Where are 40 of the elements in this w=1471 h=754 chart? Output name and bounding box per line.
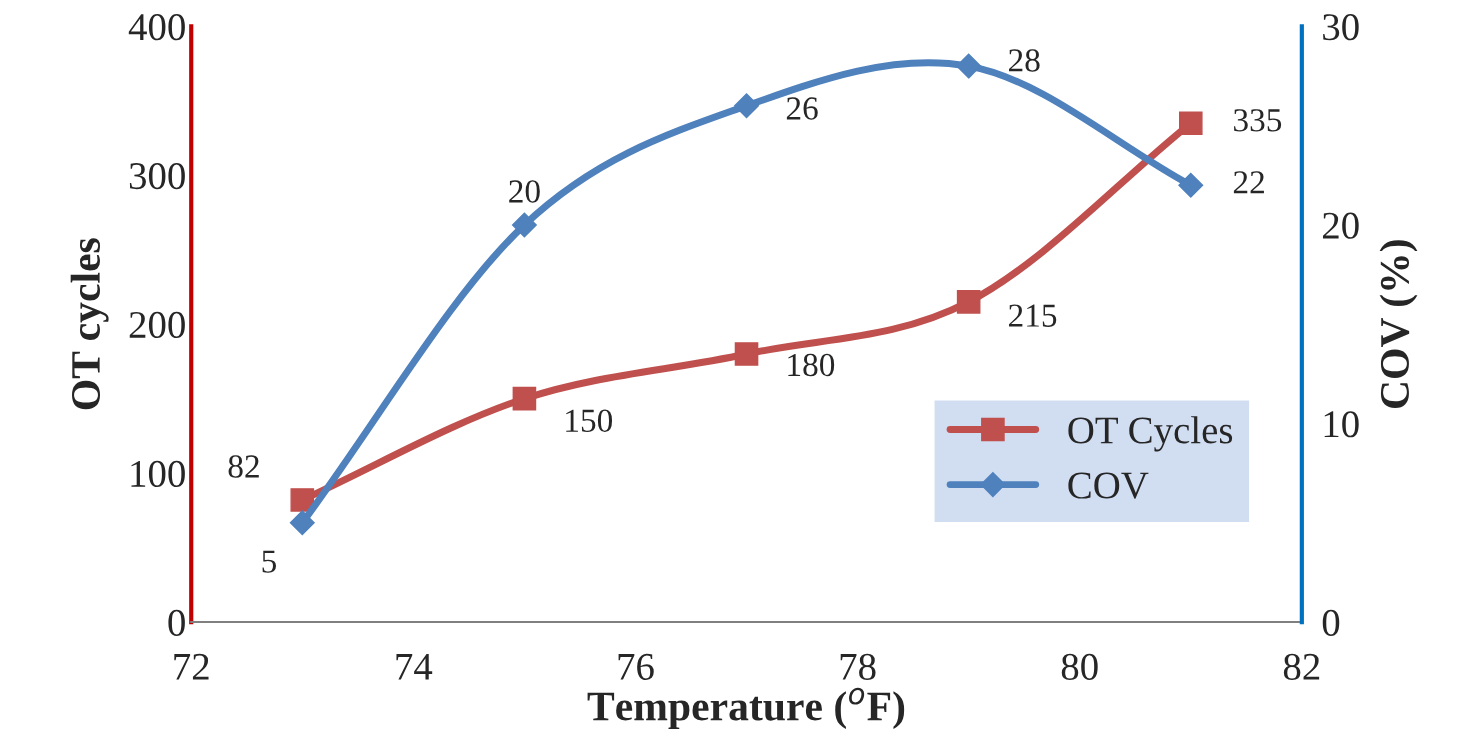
data-label: 22 — [1233, 171, 1264, 194]
data-label: 20 — [509, 180, 540, 203]
data-label: 180 — [788, 353, 835, 377]
y-axis-title: OT cycles — [70, 238, 109, 410]
legend-label: COV — [1068, 472, 1149, 499]
point — [1178, 172, 1204, 198]
x-tick-label: 82 — [1283, 653, 1320, 680]
y2-tick-label: 10 — [1324, 411, 1359, 438]
x-axis-title: Temperature ($^{o}$F) — [587, 687, 905, 730]
point — [956, 290, 981, 314]
x-tick-label: 76 — [618, 653, 654, 680]
y2-tick-label: 0 — [1322, 609, 1340, 636]
point — [511, 212, 537, 238]
y2-tick-label: 30 — [1323, 14, 1359, 41]
x-tick-label: 78 — [840, 653, 876, 680]
y-tick-label: 300 — [129, 162, 185, 190]
x-tick-label: 72 — [174, 653, 209, 680]
point — [512, 386, 537, 411]
data-label: 26 — [786, 97, 818, 120]
y-tick-label: 100 — [131, 460, 185, 488]
point — [734, 342, 759, 366]
y2-tick-label: 20 — [1322, 212, 1359, 239]
y-tick-label: 400 — [128, 14, 185, 41]
point — [290, 488, 315, 512]
data-label: 28 — [1009, 49, 1040, 72]
x-tick-label: 74 — [396, 653, 433, 680]
y-tick-label: 0 — [168, 609, 185, 636]
point — [289, 510, 315, 536]
data-label: 335 — [1234, 109, 1282, 132]
point — [734, 93, 760, 119]
data-label: 215 — [1009, 304, 1057, 327]
legend-label: OT Cycles — [1068, 416, 1233, 452]
data-label: 150 — [566, 409, 613, 433]
x-tick-label: 80 — [1061, 653, 1098, 680]
y-tick-label: 200 — [129, 311, 185, 339]
point — [956, 53, 982, 79]
point — [1178, 111, 1203, 135]
data-label: 82 — [228, 455, 259, 478]
data-label: 5 — [262, 550, 276, 573]
y2-axis-title: COV (%) — [1379, 240, 1418, 409]
